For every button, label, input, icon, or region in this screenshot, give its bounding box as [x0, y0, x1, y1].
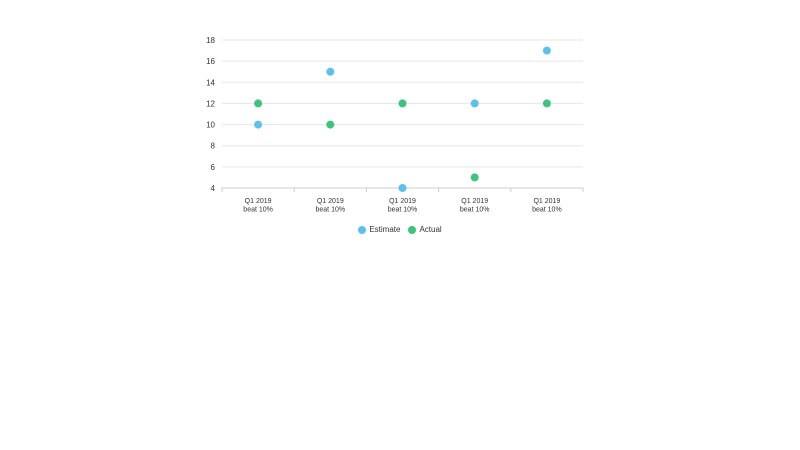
y-tick-label: 4: [211, 184, 216, 193]
point-actual-5[interactable]: [542, 99, 551, 108]
y-tick-label: 12: [206, 99, 215, 108]
point-estimate-5[interactable]: [542, 46, 551, 55]
point-actual-1[interactable]: [254, 99, 263, 108]
y-tick-label: 18: [206, 36, 215, 45]
x-category-label: Q1 2019 beat 10%: [460, 198, 490, 214]
gridlines: [222, 39, 583, 168]
x-axis-categories: Q1 2019 beat 10% Q1 2019 beat 10% Q1 2019 bea…: [243, 198, 561, 214]
data-points: [254, 46, 551, 192]
x-category-label: Q1 2019 beat 10%: [532, 198, 562, 214]
point-estimate-3[interactable]: [398, 184, 407, 192]
legend-label-estimate: Estimate: [369, 225, 401, 234]
point-estimate-1[interactable]: [254, 120, 263, 129]
point-estimate-2[interactable]: [326, 67, 335, 76]
point-estimate-4[interactable]: [470, 99, 479, 108]
legend-item-estimate[interactable]: Estimate: [358, 225, 400, 234]
y-tick-label: 16: [206, 57, 215, 66]
point-actual-3[interactable]: [398, 99, 407, 108]
y-tick-label: 10: [206, 121, 215, 130]
y-axis-ticks: 4 6 8 10 12 14 16 18: [206, 36, 215, 193]
point-actual-2[interactable]: [326, 120, 335, 129]
legend-swatch-actual: [408, 225, 417, 234]
y-tick-label: 14: [206, 78, 215, 87]
x-category-label: Q1 2019 beat 10%: [316, 198, 346, 214]
x-category-label: Q1 2019 beat 10%: [243, 198, 273, 214]
legend-label-actual: Actual: [419, 225, 442, 234]
x-category-label: Q1 2019 beat 10%: [388, 198, 418, 214]
y-tick-label: 6: [211, 163, 216, 172]
y-tick-label: 8: [211, 142, 216, 151]
point-actual-4[interactable]: [470, 173, 479, 182]
legend: Estimate Actual: [0, 225, 800, 234]
legend-swatch-estimate: [358, 225, 367, 234]
legend-item-actual[interactable]: Actual: [408, 225, 442, 234]
